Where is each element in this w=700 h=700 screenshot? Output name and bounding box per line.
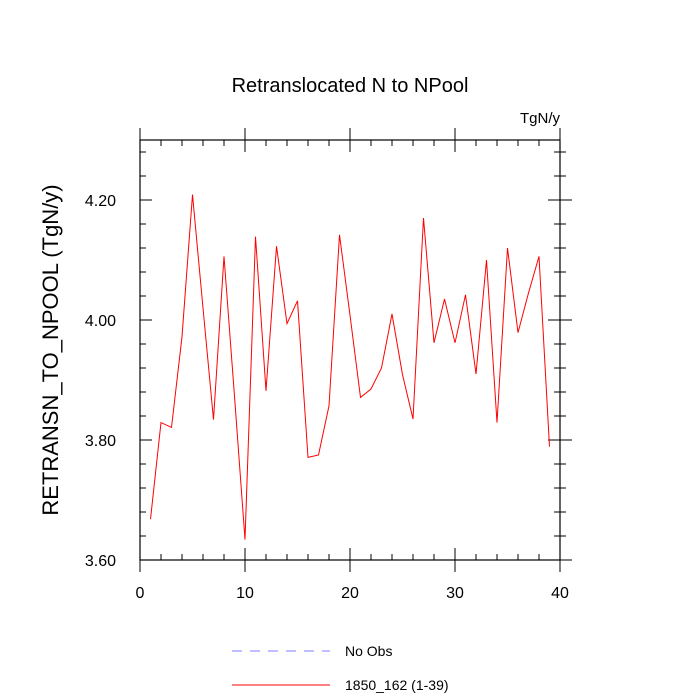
y-tick-label: 4.00 <box>85 313 116 330</box>
y-tick-label: 3.60 <box>85 553 116 570</box>
chart-title: Retranslocated N to NPool <box>232 75 469 97</box>
legend-label-1850-162: 1850_162 (1-39) <box>345 677 449 693</box>
x-tick-label: 20 <box>341 585 359 602</box>
legend: No Obs 1850_162 (1-39) <box>232 643 449 693</box>
series-lines <box>150 194 550 540</box>
y-tick-label: 3.80 <box>85 433 116 450</box>
y-tick-label: 4.20 <box>85 193 116 210</box>
y-axis-label: RETRANSN_TO_NPOOL (TgN/y) <box>38 184 63 515</box>
axis-ticks <box>139 128 572 572</box>
plot-frame <box>139 139 561 561</box>
tick-labels: 0 10 20 30 40 3.60 3.80 4.00 4.20 <box>85 193 569 602</box>
units-label: TgN/y <box>520 110 561 127</box>
x-tick-label: 10 <box>236 585 254 602</box>
x-tick-label: 40 <box>551 585 569 602</box>
x-tick-label: 0 <box>136 585 145 602</box>
x-tick-label: 30 <box>446 585 464 602</box>
series-line-1850-162 <box>150 194 550 540</box>
legend-label-no-obs: No Obs <box>345 643 392 659</box>
